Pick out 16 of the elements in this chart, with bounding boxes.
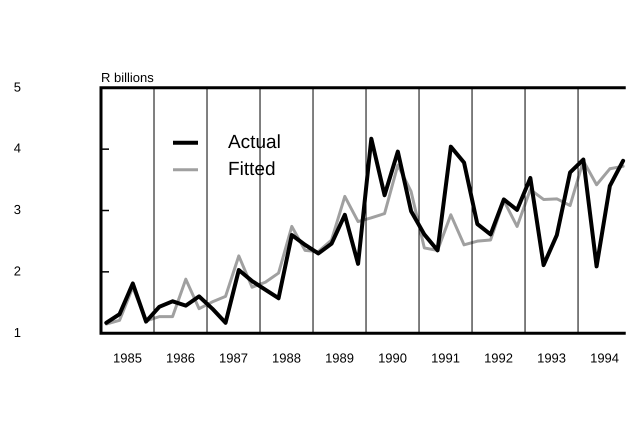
x-tick-label: 1994 bbox=[590, 350, 619, 366]
y-tick-label: 5 bbox=[14, 79, 21, 94]
x-tick-label: 1989 bbox=[325, 350, 354, 366]
x-tick-label: 1988 bbox=[272, 350, 301, 366]
x-tick-label: 1991 bbox=[431, 350, 460, 366]
x-tick-label: 1992 bbox=[484, 350, 513, 366]
y-tick-label: 1 bbox=[14, 324, 21, 340]
x-tick-label: 1986 bbox=[166, 350, 195, 366]
x-tick-label: 1987 bbox=[219, 350, 248, 366]
y-tick-label: 3 bbox=[14, 202, 21, 218]
x-tick-label: 1993 bbox=[537, 350, 566, 366]
y-tick-label: 4 bbox=[14, 140, 21, 156]
y-axis-title: R billions bbox=[101, 70, 154, 85]
x-tick-label: 1985 bbox=[113, 350, 142, 366]
x-tick-label: 1990 bbox=[378, 350, 407, 366]
y-tick-label: 2 bbox=[14, 263, 21, 278]
